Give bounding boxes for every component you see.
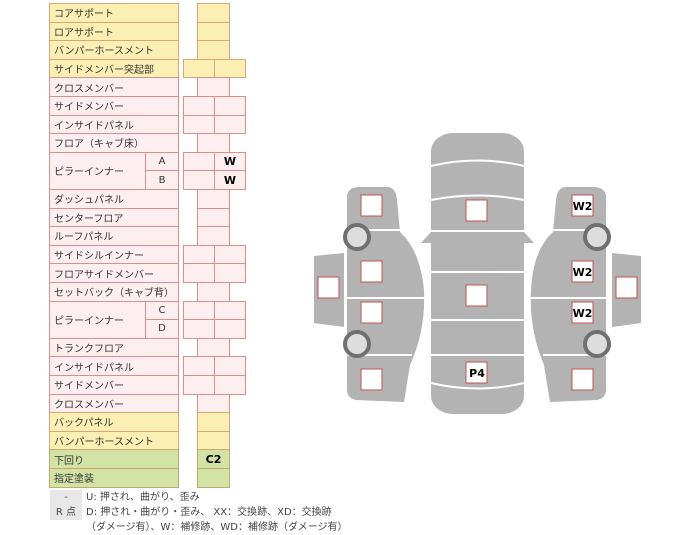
car-left-side [347, 187, 425, 402]
value-cell-left [183, 300, 215, 321]
row-label: バンパーホースメント [49, 40, 179, 60]
row-label: クロスメンバー [49, 77, 179, 97]
row-label: ピラーインナー [49, 300, 146, 339]
value-cell [197, 430, 230, 451]
row-label: 指定塗装 [49, 468, 179, 488]
row-label: バックパネル [49, 412, 179, 432]
row-label: ピラーインナー [49, 151, 146, 190]
value-cell [197, 393, 230, 414]
value-cell [197, 77, 230, 97]
car-body-shoulders [421, 232, 534, 243]
legend-key: - [50, 490, 82, 505]
car-right-door-panel [612, 253, 641, 327]
value-cell-left [183, 114, 215, 135]
box-left-front [360, 194, 383, 217]
value-cell [197, 468, 230, 488]
box-center-front [465, 199, 488, 222]
value-cell [197, 3, 230, 23]
label-center-rear: P4 [469, 367, 485, 380]
box-left-rear [360, 368, 383, 391]
legend-text: （ダメージ有）、W：補修跡、WD：補修跡（ダメージ有） [86, 522, 348, 533]
value-cell-left [183, 319, 215, 339]
row-label: セットバック（キャブ背） [49, 282, 179, 302]
value-cell-left [183, 263, 215, 283]
row-sublabel: B [145, 170, 179, 190]
row-label: サイドメンバー [49, 96, 179, 116]
wheel-icon [343, 330, 371, 358]
row-label: ロアサポート [49, 21, 179, 42]
row-label: コアサポート [49, 3, 179, 23]
box-left-rear-door [360, 301, 383, 324]
car-body-top [431, 133, 524, 414]
value-cell-right [214, 319, 246, 339]
value-cell [197, 133, 230, 153]
box-left-side-panel [317, 276, 340, 299]
value-cell-left [183, 244, 215, 265]
row-label: ダッシュパネル [49, 189, 179, 209]
row-sublabel: C [145, 300, 179, 321]
value-cell [197, 21, 230, 42]
label-right-front-door: W2 [573, 266, 593, 279]
row-label: ルーフパネル [49, 226, 179, 246]
value-cell [197, 337, 230, 358]
value-cell: C2 [197, 449, 230, 469]
box-right-rear [571, 368, 594, 391]
row-sublabel: D [145, 319, 179, 339]
legend-text: U: 押され、曲がり、歪み [86, 492, 200, 503]
row-label: クロスメンバー [49, 393, 179, 414]
row-label: インサイドパネル [49, 114, 179, 135]
wheel-icon [583, 330, 611, 358]
row-label: センターフロア [49, 207, 179, 228]
value-cell-left [183, 375, 215, 395]
value-cell-right [214, 114, 246, 135]
value-cell-right: W [214, 170, 246, 190]
value-cell-right [214, 263, 246, 283]
value-cell-left [183, 356, 215, 376]
row-sublabel: A [145, 151, 179, 172]
label-right-rear-door: W2 [573, 307, 593, 320]
row-label: 下回り [49, 449, 179, 469]
value-cell-left [183, 96, 215, 116]
row-label: サイドメンバー突起部 [49, 58, 179, 79]
legend-key: R 点 [50, 505, 82, 520]
value-cell [197, 207, 230, 228]
value-cell [197, 412, 230, 432]
box-right-side-panel [615, 276, 638, 299]
legend: - U: 押され、曲がり、歪み R 点 D: 押され・曲がり・歪み、 XX：交換跡、… [50, 490, 347, 535]
row-label: トランクフロア [49, 337, 179, 358]
value-cell-right [214, 300, 246, 321]
value-cell-left [183, 170, 215, 190]
row-label: バンパーホースメント [49, 430, 179, 451]
value-cell [197, 189, 230, 209]
row-label: フロアサイドメンバー [49, 263, 179, 283]
box-left-front-door [360, 260, 383, 283]
box-right-front [571, 194, 594, 217]
wheel-icon [343, 223, 371, 251]
label-right-front: W2 [573, 200, 593, 213]
value-cell [197, 226, 230, 246]
value-cell-right [214, 244, 246, 265]
row-label: インサイドパネル [49, 356, 179, 376]
box-center-mid [465, 284, 488, 307]
car-left-door-panel [314, 253, 344, 327]
value-cell-right: W [214, 151, 246, 172]
value-cell-right [214, 58, 246, 79]
value-cell-right [214, 356, 246, 376]
value-cell-right [214, 375, 246, 395]
car-right-side [530, 187, 606, 402]
value-cell [197, 40, 230, 60]
value-cell-left [183, 58, 215, 79]
row-label: サイドメンバー [49, 375, 179, 395]
value-cell [197, 282, 230, 302]
box-right-front-door [571, 260, 594, 283]
legend-text: D: 押され・曲がり・歪み、 XX：交換跡、XD：交換跡 [86, 507, 332, 518]
value-cell-right [214, 96, 246, 116]
value-cell-left [183, 151, 215, 172]
row-label: フロア（キャブ床） [49, 133, 179, 153]
wheel-icon [583, 223, 611, 251]
row-label: サイドシルインナー [49, 244, 179, 265]
box-right-rear-door [571, 301, 594, 324]
box-center-rear [465, 361, 488, 384]
